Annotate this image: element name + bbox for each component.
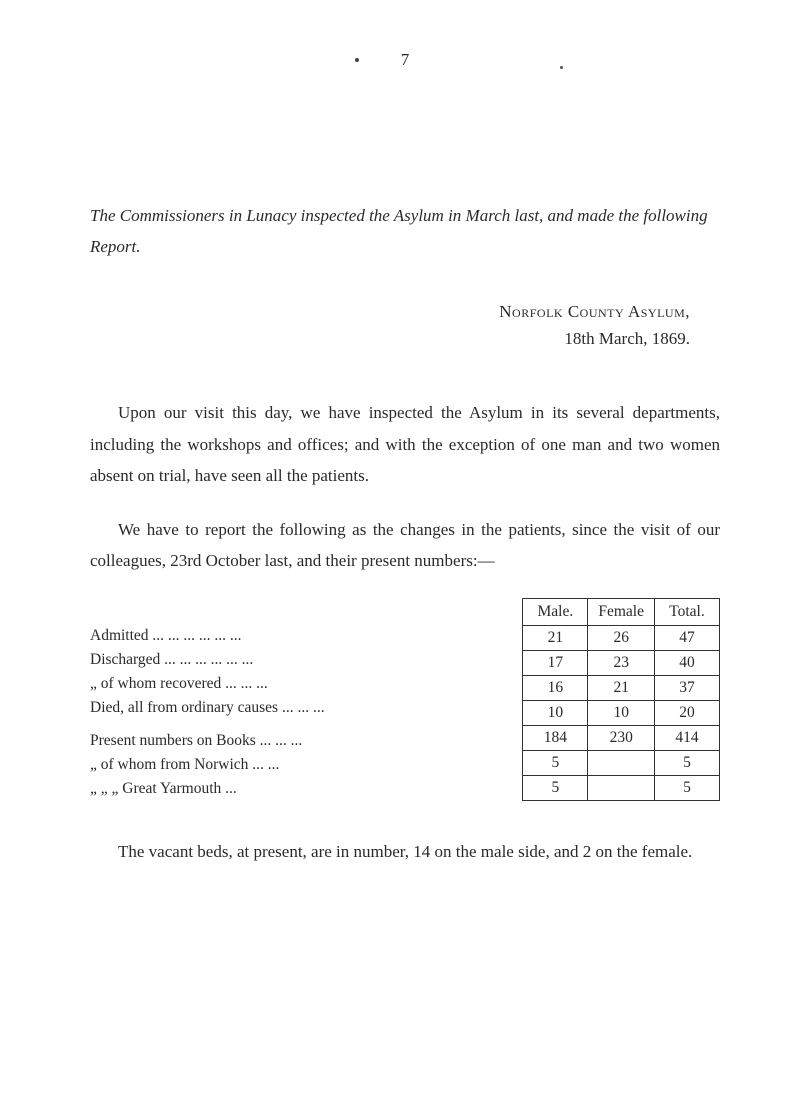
cell: 23: [588, 651, 655, 676]
page-container: 7 The Commissioners in Lunacy inspected …: [0, 0, 800, 918]
table-row: 10 10 20: [523, 701, 720, 726]
scan-artifact: [355, 58, 359, 62]
table-row: 17 23 40: [523, 651, 720, 676]
cell: 37: [655, 676, 720, 701]
cell: 26: [588, 626, 655, 651]
closing-paragraph: The vacant beds, at present, are in numb…: [90, 836, 720, 867]
cell: [588, 776, 655, 801]
intro-paragraph: The Commissioners in Lunacy inspected th…: [90, 200, 720, 263]
statistics-data-table: Male. Female Total. 21 26 47 17 23 40 16…: [522, 598, 720, 801]
cell: [588, 751, 655, 776]
page-number: 7: [90, 50, 720, 70]
report-header: Norfolk County Asylum, 18th March, 1869.: [90, 298, 690, 352]
row-label-present: Present numbers on Books ... ... ...: [90, 729, 514, 753]
cell: 40: [655, 651, 720, 676]
table-row: 21 26 47: [523, 626, 720, 651]
cell: 21: [523, 626, 588, 651]
report-date: 18th March, 1869.: [90, 325, 690, 352]
table-row-labels: Admitted ... ... ... ... ... ... Dischar…: [90, 598, 514, 800]
cell: 10: [588, 701, 655, 726]
statistics-table: Admitted ... ... ... ... ... ... Dischar…: [90, 598, 720, 801]
scan-artifact: [560, 66, 563, 69]
row-label-died: Died, all from ordinary causes ... ... .…: [90, 696, 514, 720]
table-row: 5 5: [523, 751, 720, 776]
col-header-total: Total.: [655, 599, 720, 626]
cell: 5: [655, 751, 720, 776]
row-label-norwich: „ of whom from Norwich ... ...: [90, 753, 514, 777]
cell: 16: [523, 676, 588, 701]
paragraph-1: Upon our visit this day, we have inspect…: [90, 397, 720, 491]
cell: 17: [523, 651, 588, 676]
row-label-admitted: Admitted ... ... ... ... ... ...: [90, 624, 514, 648]
cell: 21: [588, 676, 655, 701]
row-label-discharged: Discharged ... ... ... ... ... ...: [90, 648, 514, 672]
col-header-female: Female: [588, 599, 655, 626]
row-label-recovered: „ of whom recovered ... ... ...: [90, 672, 514, 696]
row-label-yarmouth: „ „ „ Great Yarmouth ...: [90, 777, 514, 801]
table-row: 5 5: [523, 776, 720, 801]
asylum-title: Norfolk County Asylum,: [90, 298, 690, 325]
paragraph-2: We have to report the following as the c…: [90, 514, 720, 577]
cell: 20: [655, 701, 720, 726]
cell: 230: [588, 726, 655, 751]
cell: 5: [523, 751, 588, 776]
table-row: 184 230 414: [523, 726, 720, 751]
cell: 10: [523, 701, 588, 726]
table-row: 16 21 37: [523, 676, 720, 701]
cell: 184: [523, 726, 588, 751]
table-header-row: Male. Female Total.: [523, 599, 720, 626]
col-header-male: Male.: [523, 599, 588, 626]
cell: 5: [655, 776, 720, 801]
cell: 414: [655, 726, 720, 751]
cell: 5: [523, 776, 588, 801]
cell: 47: [655, 626, 720, 651]
